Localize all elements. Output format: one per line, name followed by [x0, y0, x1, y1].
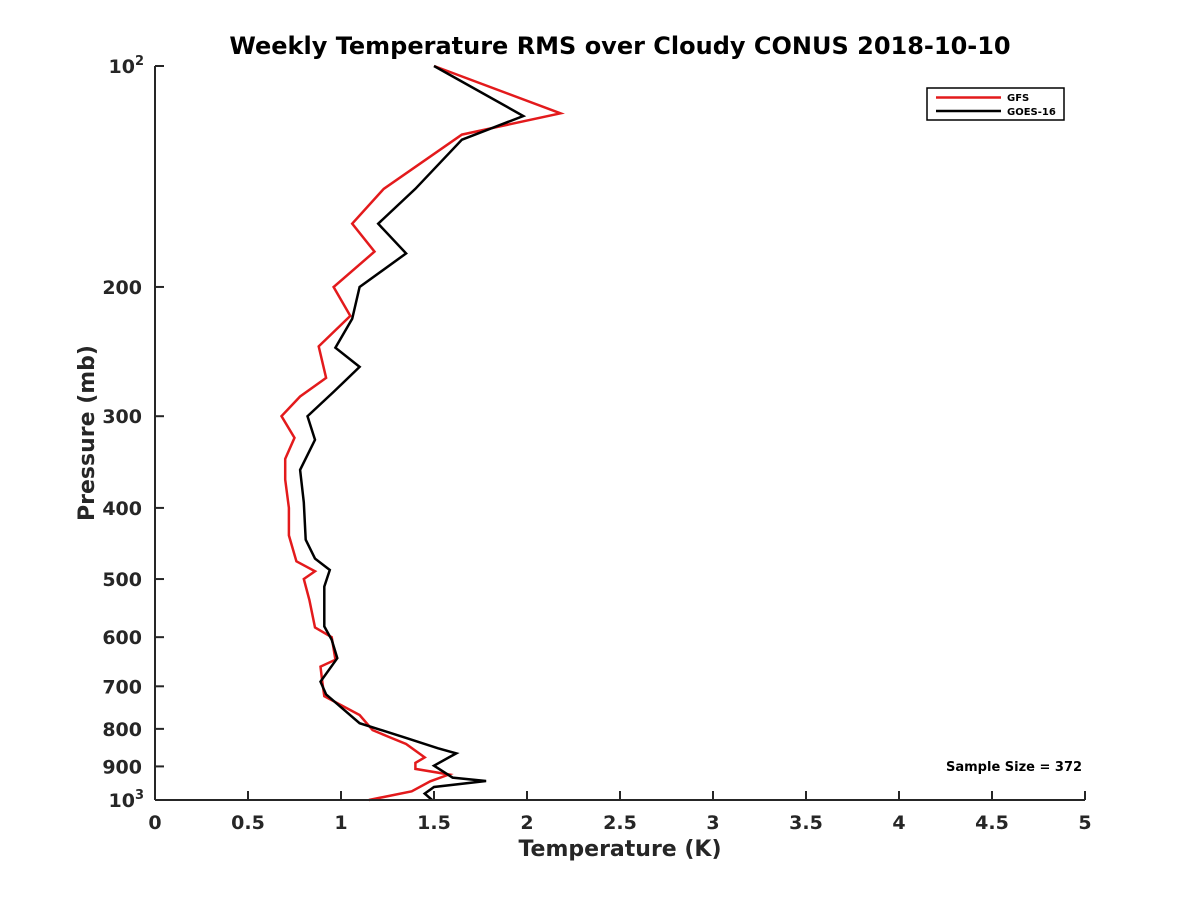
y-tick-label: 10 — [109, 790, 135, 812]
x-axis-label: Temperature (K) — [518, 837, 721, 862]
y-tick-label: 400 — [102, 498, 142, 520]
y-tick-label: 200 — [102, 277, 142, 299]
y-tick-label: 10 — [109, 56, 135, 78]
x-tick-label: 3.5 — [789, 812, 823, 834]
x-tick-label: 4 — [892, 812, 905, 834]
y-tick-label: 700 — [102, 676, 142, 698]
legend-label-goes-16: GOES-16 — [1007, 107, 1056, 118]
y-tick-exponent: 2 — [135, 54, 144, 69]
x-tick-label: 1.5 — [417, 812, 451, 834]
x-tick-label: 3 — [706, 812, 719, 834]
y-tick-exponent: 3 — [135, 788, 144, 803]
chart-title: Weekly Temperature RMS over Cloudy CONUS… — [229, 32, 1010, 60]
plot-area — [279, 64, 565, 802]
legend: GFS GOES-16 — [926, 87, 1065, 121]
x-tick-label: 0.5 — [231, 812, 265, 834]
y-axis-label: Pressure (mb) — [75, 345, 100, 521]
y-tick-label: 600 — [102, 627, 142, 649]
x-axis-ticks: 0 0.5 1 1.5 2 2.5 3 3.5 4 4.5 5 — [148, 791, 1092, 834]
series-line-gfs — [279, 64, 565, 802]
legend-label-gfs: GFS — [1007, 93, 1029, 104]
y-tick-label: 300 — [102, 406, 142, 428]
x-tick-label: 2.5 — [603, 812, 637, 834]
x-tick-label: 2 — [520, 812, 533, 834]
x-tick-label: 4.5 — [975, 812, 1009, 834]
y-tick-label: 500 — [102, 569, 142, 591]
legend-box — [926, 87, 1065, 121]
sample-size-annotation: Sample Size = 372 — [946, 760, 1082, 775]
series-line-goes-16 — [298, 64, 527, 801]
x-tick-label: 5 — [1078, 812, 1091, 834]
x-tick-label: 1 — [334, 812, 347, 834]
y-tick-label: 900 — [102, 756, 142, 778]
x-tick-label: 0 — [148, 812, 161, 834]
y-tick-label: 800 — [102, 719, 142, 741]
